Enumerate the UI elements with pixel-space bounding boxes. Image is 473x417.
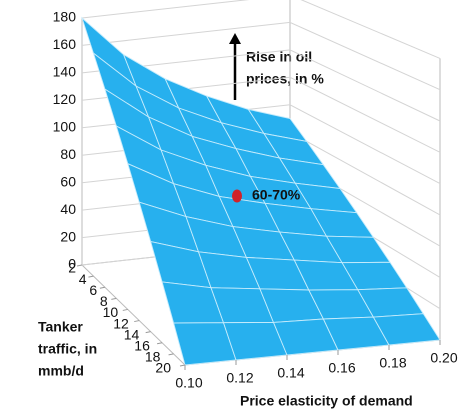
y-tick-label: 16 bbox=[134, 337, 150, 353]
grid-line bbox=[81, 0, 441, 59]
y-tick bbox=[122, 308, 128, 311]
y-axis-label: Tanker bbox=[38, 319, 83, 335]
y-axis-label: mmb/d bbox=[38, 363, 84, 379]
y-tick bbox=[145, 331, 151, 334]
y-tick-label: 8 bbox=[100, 293, 108, 309]
z-tick-label: 140 bbox=[53, 64, 77, 80]
grid-line bbox=[81, 21, 441, 91]
y-tick bbox=[179, 364, 186, 367]
y-tick bbox=[111, 297, 117, 300]
y-tick-label: 2 bbox=[68, 260, 76, 276]
y-tick-label: 20 bbox=[155, 360, 171, 376]
z-tick-label: 40 bbox=[60, 201, 76, 217]
z-tick-label: 80 bbox=[60, 146, 76, 162]
arrow-head bbox=[229, 33, 241, 44]
x-tick-label: 0.16 bbox=[328, 360, 355, 376]
y-tick bbox=[157, 342, 163, 345]
x-tick-label: 0.10 bbox=[175, 375, 202, 391]
y-tick-label: 10 bbox=[103, 304, 119, 320]
x-axis-label: Price elasticity of demand bbox=[240, 393, 413, 409]
z-tick-label: 100 bbox=[53, 118, 77, 134]
axis-frame bbox=[81, 264, 186, 366]
y-tick bbox=[168, 353, 174, 356]
z-tick-label: 20 bbox=[60, 228, 76, 244]
y-tick bbox=[76, 264, 83, 267]
annotation: 60-70% bbox=[252, 187, 301, 203]
y-tick-label: 14 bbox=[124, 326, 140, 342]
z-axis-label: prices, in % bbox=[246, 71, 324, 87]
y-tick bbox=[134, 320, 140, 323]
y-tick-label: 18 bbox=[145, 349, 161, 365]
x-tick-label: 0.12 bbox=[226, 370, 253, 386]
y-tick-label: 6 bbox=[89, 282, 97, 298]
z-tick-label: 120 bbox=[53, 91, 77, 107]
x-tick-label: 0.14 bbox=[277, 365, 304, 381]
z-tick-label: 180 bbox=[53, 9, 77, 25]
annotation-dot bbox=[232, 189, 242, 203]
y-tick bbox=[88, 275, 94, 278]
grid-line bbox=[81, 49, 441, 122]
y-axis-label: traffic, in bbox=[38, 341, 97, 357]
z-tick-label: 160 bbox=[53, 36, 77, 52]
y-tick-label: 12 bbox=[113, 315, 129, 331]
z-tick-label: 0 bbox=[68, 256, 76, 272]
y-tick bbox=[99, 286, 105, 289]
y-tick-label: 4 bbox=[79, 271, 87, 287]
z-tick-label: 60 bbox=[60, 173, 76, 189]
x-tick-label: 0.18 bbox=[379, 355, 406, 371]
x-tick-label: 0.20 bbox=[430, 350, 457, 366]
